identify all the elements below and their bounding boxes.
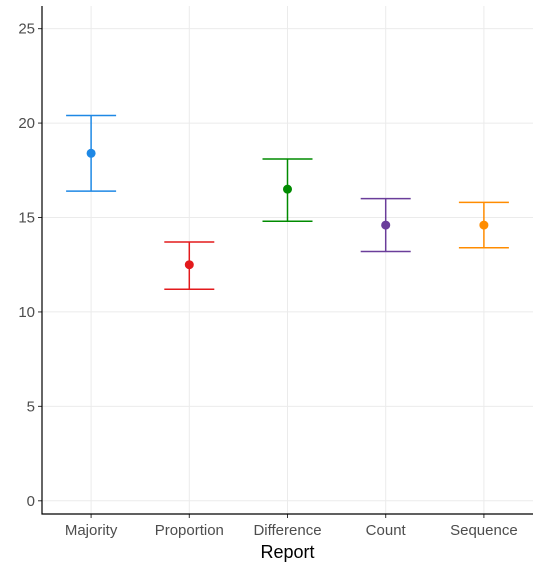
errorbar-majority xyxy=(66,114,117,192)
axis-lines xyxy=(41,6,533,515)
errorbar-sequence xyxy=(458,201,509,249)
x-axis-title: Report xyxy=(260,542,314,562)
data-marks xyxy=(66,114,509,291)
errorbar-proportion xyxy=(164,241,215,291)
errorbar-count xyxy=(360,197,411,253)
mean-point xyxy=(381,220,391,230)
y-tick-label: 5 xyxy=(27,398,35,415)
y-tick-label: 25 xyxy=(18,21,35,38)
y-tick-label: 15 xyxy=(18,210,35,227)
x-tick-label: Proportion xyxy=(155,522,224,539)
y-tick-label: 10 xyxy=(18,304,35,321)
y-tick-label: 20 xyxy=(18,115,35,132)
mean-point xyxy=(479,220,489,230)
x-tick-label: Majority xyxy=(65,522,118,539)
x-tick-label: Difference xyxy=(253,522,321,539)
mean-point xyxy=(86,148,96,158)
x-tick-label: Count xyxy=(366,522,407,539)
x-tick-label: Sequence xyxy=(450,522,518,539)
mean-point xyxy=(184,260,194,270)
y-tick-label: 0 xyxy=(27,493,35,510)
gridlines xyxy=(42,6,533,514)
errorbar-difference xyxy=(262,158,313,223)
mean-point xyxy=(283,184,292,194)
axes: 0 5 10 15 20 25 Majority Proportion Difference Co… xyxy=(18,6,533,539)
